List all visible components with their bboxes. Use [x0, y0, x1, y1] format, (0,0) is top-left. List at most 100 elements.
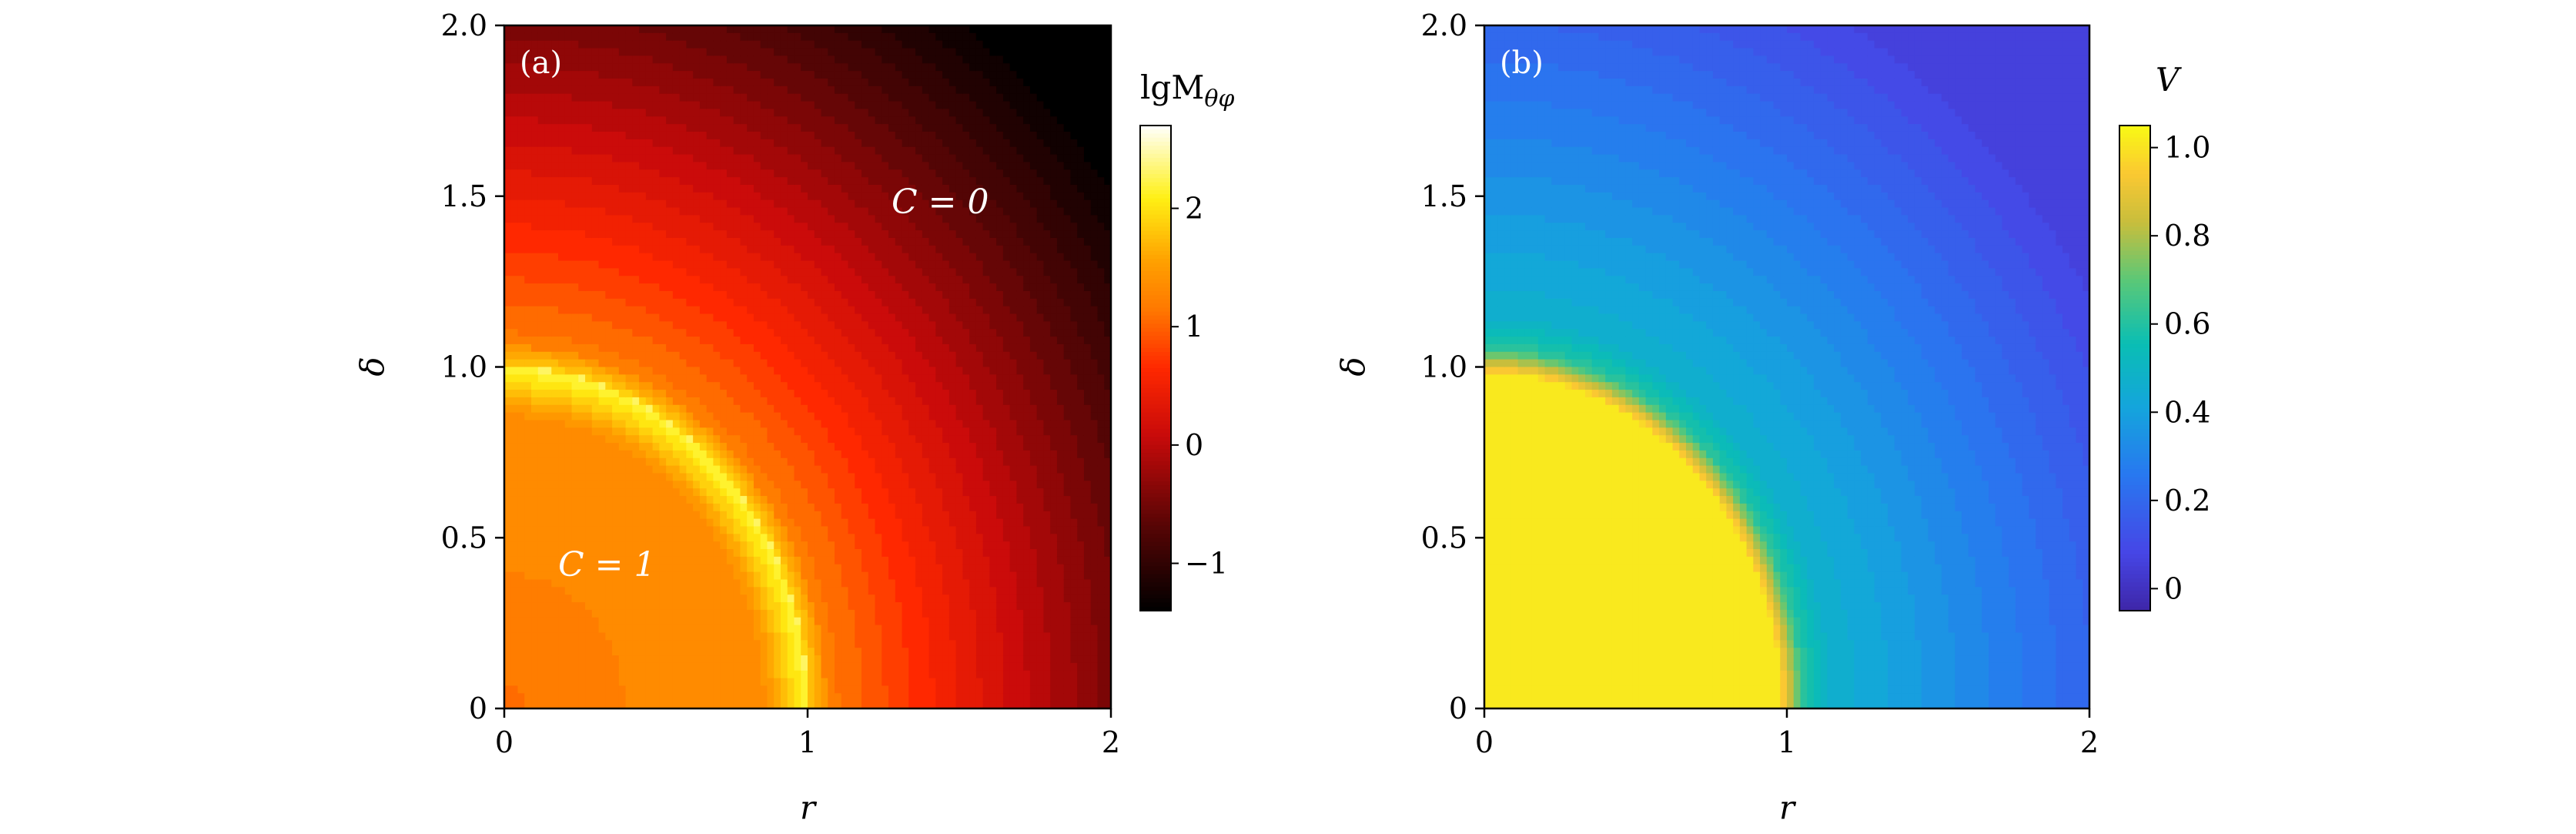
heatmap-cell — [828, 63, 835, 72]
heatmap-cell — [868, 390, 876, 398]
heatmap-cell — [760, 337, 768, 345]
heatmap-cell — [767, 450, 774, 459]
heatmap-cell — [598, 412, 606, 421]
heatmap-cell — [706, 93, 714, 102]
heatmap-cell — [733, 587, 741, 595]
heatmap-cell — [814, 595, 822, 603]
heatmap-cell — [679, 101, 687, 110]
heatmap-cell — [537, 359, 546, 368]
heatmap-cell — [868, 609, 876, 618]
heatmap-cell — [504, 412, 512, 421]
heatmap-cell — [537, 473, 546, 481]
heatmap-cell — [632, 367, 640, 375]
heatmap-cell — [632, 534, 640, 542]
heatmap-cell — [551, 63, 559, 72]
heatmap-cell — [585, 511, 593, 520]
heatmap-cell — [605, 207, 613, 216]
heatmap-cell — [828, 124, 835, 132]
heatmap-cell — [760, 25, 768, 34]
heatmap-cell — [618, 587, 627, 595]
heatmap-cell — [841, 245, 849, 254]
heatmap-cell — [774, 518, 781, 528]
heatmap-cell — [591, 359, 600, 368]
heatmap-cell — [875, 290, 882, 300]
heatmap-cell — [524, 313, 532, 322]
heatmap-cell — [726, 412, 734, 421]
heatmap-cell — [740, 146, 748, 156]
heatmap-cell — [632, 101, 640, 110]
heatmap-cell — [726, 632, 734, 641]
heatmap-cell — [598, 534, 606, 542]
heatmap-cell — [585, 382, 593, 390]
heatmap-cell — [760, 412, 768, 421]
heatmap-cell — [524, 48, 532, 57]
heatmap-cell — [753, 306, 761, 315]
heatmap-cell — [612, 283, 620, 292]
heatmap-cell — [835, 670, 842, 679]
heatmap-cell — [835, 329, 842, 337]
heatmap-cell — [551, 223, 559, 231]
heatmap-cell — [618, 443, 627, 451]
heatmap-cell — [720, 549, 728, 558]
heatmap-cell — [821, 390, 828, 398]
heatmap-cell — [706, 260, 714, 269]
heatmap-cell — [699, 640, 708, 648]
heatmap-cell — [618, 404, 627, 414]
heatmap-cell — [598, 306, 606, 315]
heatmap-cell — [861, 511, 869, 520]
heatmap-cell — [537, 337, 546, 345]
heatmap-cell — [612, 199, 620, 209]
heatmap-cell — [659, 367, 667, 375]
heatmap-cell — [774, 169, 781, 178]
heatmap-cell — [855, 230, 862, 239]
heatmap-cell — [659, 670, 667, 679]
heatmap-cell — [855, 382, 862, 390]
heatmap-cell — [551, 457, 559, 467]
heatmap-cell — [733, 648, 741, 656]
heatmap-cell — [585, 473, 593, 481]
heatmap-cell — [848, 587, 855, 595]
heatmap-cell — [504, 526, 512, 534]
heatmap-cell — [672, 625, 681, 634]
heatmap-cell — [564, 290, 573, 300]
heatmap-cell — [564, 481, 573, 489]
heatmap-cell — [639, 276, 647, 284]
heatmap-cell — [774, 571, 781, 581]
heatmap-cell — [612, 177, 620, 186]
heatmap-cell — [747, 55, 754, 64]
heatmap-cell — [564, 549, 573, 558]
heatmap-cell — [578, 390, 586, 398]
heatmap-cell — [733, 390, 741, 398]
heatmap-cell — [875, 162, 882, 170]
heatmap-cell — [794, 518, 801, 528]
heatmap-cell — [794, 215, 801, 223]
heatmap-cell — [504, 602, 512, 611]
heatmap-cell — [652, 587, 660, 595]
heatmap-cell — [753, 496, 761, 504]
heatmap-cell — [544, 374, 552, 383]
heatmap-cell — [706, 351, 714, 360]
heatmap-cell — [693, 85, 701, 95]
heatmap-cell — [645, 207, 654, 216]
heatmap-cell — [551, 276, 559, 284]
heatmap-cell — [504, 609, 512, 618]
heatmap-cell — [625, 526, 633, 534]
heatmap-cell — [659, 534, 667, 542]
heatmap-cell — [740, 329, 748, 337]
heatmap-cell — [835, 685, 842, 694]
heatmap-cell — [787, 139, 795, 148]
heatmap-cell — [618, 146, 627, 156]
heatmap-cell — [780, 602, 788, 611]
heatmap-cell — [767, 481, 774, 489]
heatmap-cell — [517, 48, 525, 57]
heatmap-cell — [780, 78, 788, 87]
heatmap-cell — [821, 648, 828, 656]
heatmap-cell — [598, 496, 606, 504]
heatmap-cell — [713, 116, 721, 125]
heatmap-cell — [598, 48, 606, 57]
heatmap-cell — [571, 245, 579, 254]
heatmap-cell — [726, 465, 734, 474]
heatmap-cell — [551, 541, 559, 550]
heatmap-cell — [740, 343, 748, 353]
heatmap-cell — [794, 199, 801, 209]
